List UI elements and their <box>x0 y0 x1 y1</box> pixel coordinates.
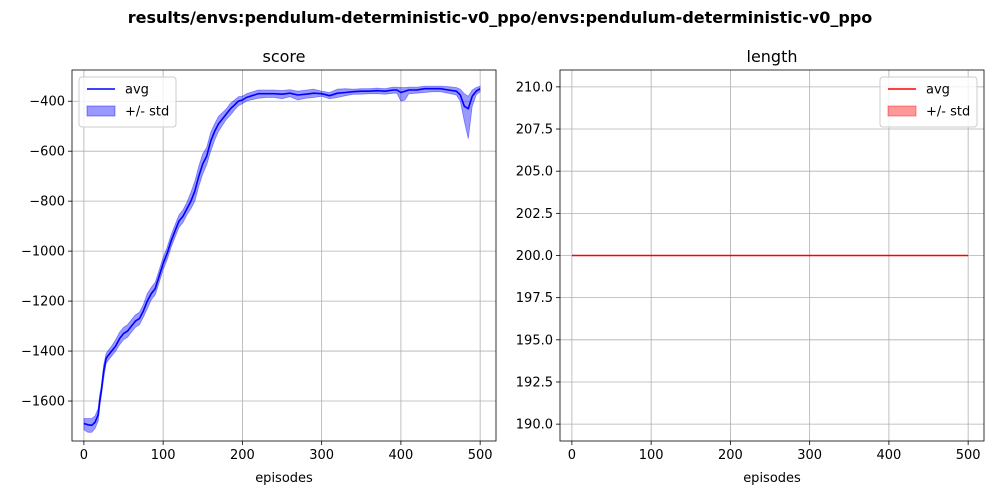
x-axis-label: episodes <box>255 471 313 486</box>
legend-label: +/- std <box>926 105 970 120</box>
length-plot: length 0 100 200 300 400 500 190.0 192.5 195.0 197… <box>516 47 985 486</box>
y-tick-label: 195.0 <box>516 333 553 348</box>
y-tick-label: 205.0 <box>516 165 553 180</box>
plot-title: score <box>263 47 306 66</box>
legend: avg +/- std <box>879 76 978 128</box>
y-tick-label: −400 <box>29 95 65 110</box>
score-plot: score 0 100 200 300 400 500 −1600 −1400 −1200 −100… <box>21 47 497 486</box>
x-tick-label: 500 <box>468 448 493 463</box>
y-tick-label: 192.5 <box>516 375 553 390</box>
axes-frame <box>559 69 985 442</box>
x-tick-label: 300 <box>309 448 334 463</box>
y-tick-label: 207.5 <box>516 123 553 138</box>
y-tick-label: 197.5 <box>516 291 553 306</box>
axes-frame <box>71 69 497 442</box>
x-tick-label: 0 <box>568 448 576 463</box>
y-tick-label: −800 <box>29 195 65 210</box>
legend-label: +/- std <box>125 105 169 120</box>
y-tick-label: −1200 <box>21 295 65 310</box>
x-tick-label: 0 <box>80 448 88 463</box>
y-tick-label: 200.0 <box>516 249 553 264</box>
figure-suptitle: results/envs:pendulum-deterministic-v0_p… <box>128 8 873 27</box>
x-tick-label: 200 <box>230 448 255 463</box>
y-tick-label: 190.0 <box>516 418 553 433</box>
x-tick-label: 400 <box>388 448 413 463</box>
legend-swatch-band <box>887 105 917 117</box>
x-axis-label: episodes <box>743 471 801 486</box>
legend-label: avg <box>125 83 149 98</box>
x-tick-label: 300 <box>797 448 822 463</box>
y-tick-label: −1400 <box>21 345 65 360</box>
plot-area <box>83 85 481 433</box>
x-tick-label: 400 <box>876 448 901 463</box>
legend: avg +/- std <box>78 76 177 128</box>
y-tick-label: −1600 <box>21 395 65 410</box>
x-tick-label: 100 <box>151 448 176 463</box>
x-tick-label: 200 <box>718 448 743 463</box>
y-tick-label: 202.5 <box>516 207 553 222</box>
legend-label: avg <box>926 83 950 98</box>
avg-line <box>83 87 481 427</box>
y-tick-label: −1000 <box>21 245 65 260</box>
plot-title: length <box>747 47 798 66</box>
x-tick-label: 100 <box>639 448 664 463</box>
y-tick-label: 210.0 <box>516 80 553 95</box>
y-tick-label: −600 <box>29 145 65 160</box>
legend-swatch-band <box>86 105 116 117</box>
std-band <box>83 85 481 433</box>
x-tick-label: 500 <box>956 448 981 463</box>
